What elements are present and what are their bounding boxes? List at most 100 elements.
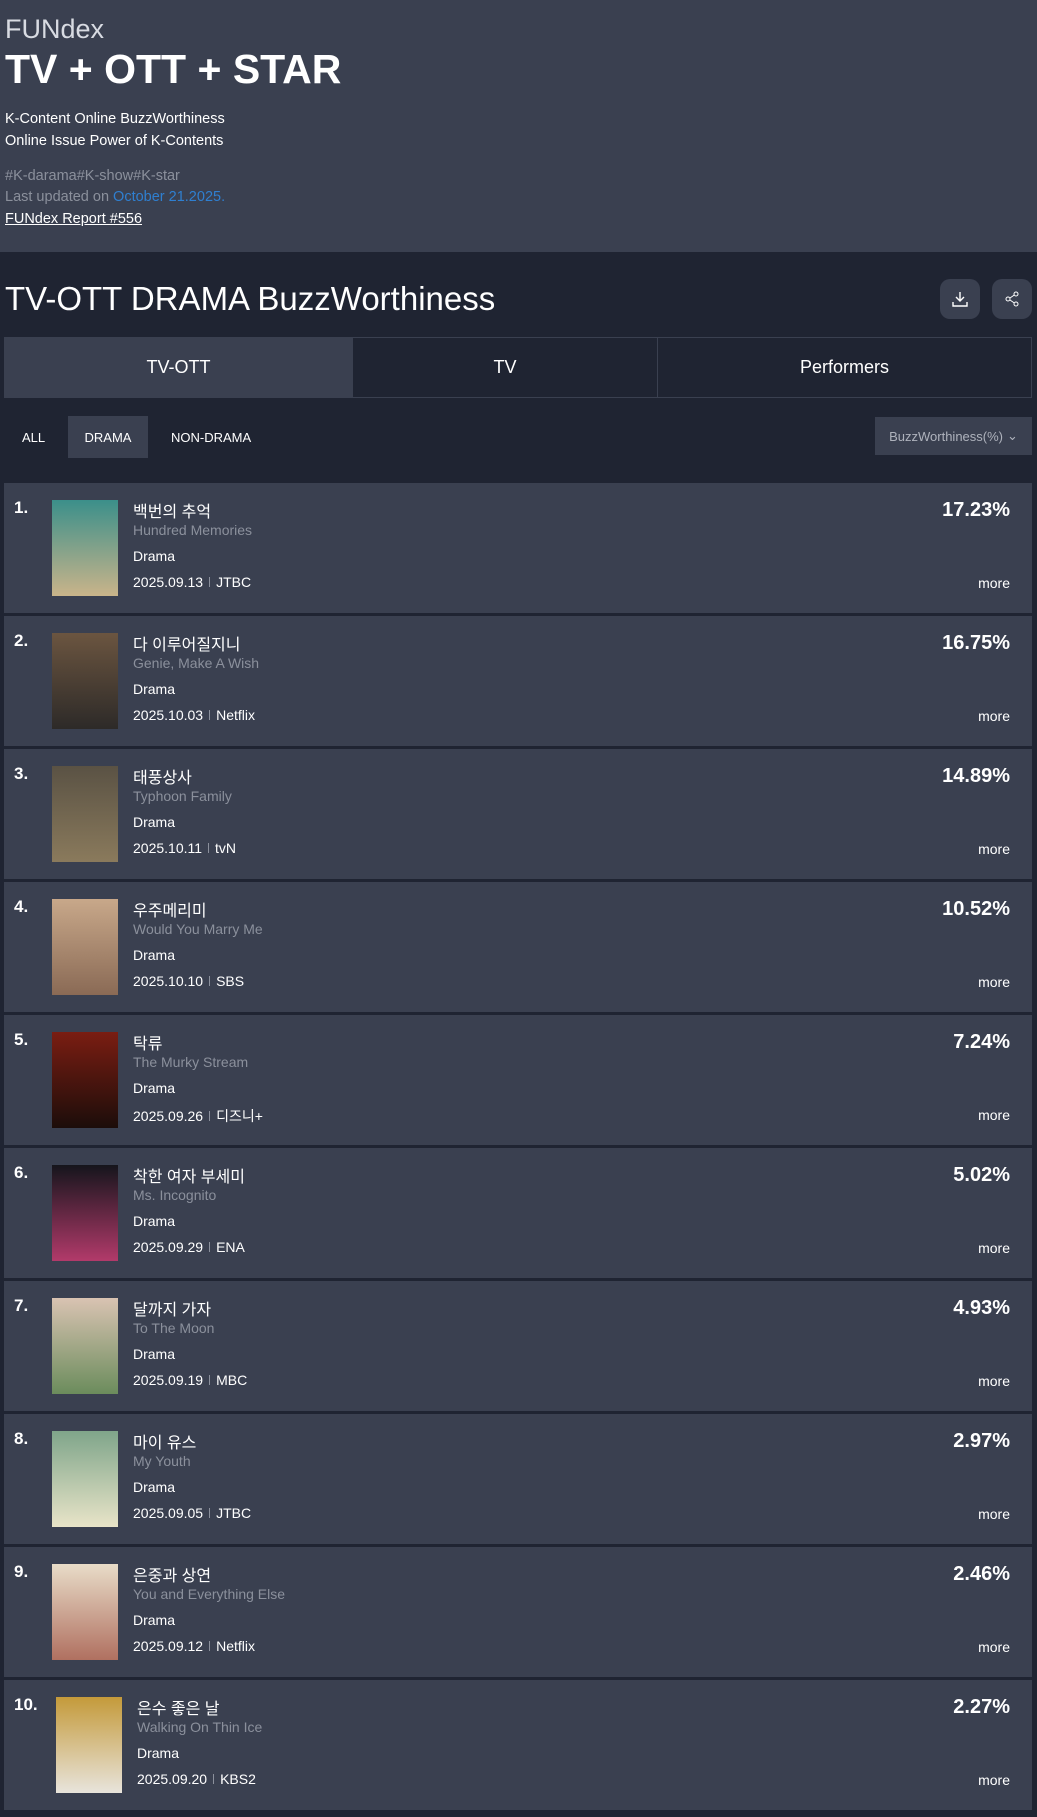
air-date: 2025.09.05 bbox=[133, 1505, 204, 1521]
rank: 4. bbox=[14, 897, 29, 916]
title[interactable]: 마이 유스 bbox=[133, 1435, 197, 1452]
channel: tvN bbox=[215, 840, 237, 856]
rank: 6. bbox=[14, 1163, 29, 1182]
ranking-row[interactable]: 4. 우주메리미 Would You Marry Me Drama 2025.1… bbox=[4, 882, 1032, 1012]
divider bbox=[208, 843, 210, 853]
divider bbox=[209, 976, 211, 986]
more-link[interactable]: more bbox=[978, 841, 1010, 857]
subtitle-secondary: Online Issue Power of K-Contents bbox=[5, 133, 224, 149]
divider bbox=[209, 1111, 211, 1121]
ranking-row[interactable]: 3. 태풍상사 Typhoon Family Drama 2025.10.11 t… bbox=[4, 749, 1032, 879]
more-link[interactable]: more bbox=[978, 974, 1010, 990]
air-info: 2025.09.26 디즈니+ bbox=[133, 1106, 263, 1126]
air-info: 2025.09.05 JTBC bbox=[133, 1505, 251, 1521]
buzz-value: 7.24% bbox=[953, 1031, 1010, 1053]
rank: 2. bbox=[14, 631, 29, 650]
ranking-row[interactable]: 9. 은중과 상연 You and Everything Else Drama … bbox=[4, 1547, 1032, 1677]
channel: JTBC bbox=[216, 574, 252, 590]
air-info: 2025.09.13 JTBC bbox=[133, 574, 251, 590]
more-link[interactable]: more bbox=[978, 1639, 1010, 1655]
buzz-value: 4.93% bbox=[953, 1297, 1010, 1319]
buzz-value: 10.52% bbox=[942, 898, 1010, 920]
divider bbox=[209, 1242, 211, 1252]
title[interactable]: 백번의 추억 bbox=[133, 504, 212, 521]
share-icon bbox=[1005, 291, 1019, 307]
rank: 10. bbox=[14, 1695, 38, 1714]
more-link[interactable]: more bbox=[978, 1772, 1010, 1788]
genre: Drama bbox=[133, 947, 176, 963]
filter-non-drama[interactable]: NON-DRAMA bbox=[171, 429, 252, 445]
ranking-row[interactable]: 5. 탁류 The Murky Stream Drama 2025.09.26 디… bbox=[4, 1015, 1032, 1145]
chevron-down-icon: ⌄ bbox=[1007, 428, 1018, 443]
more-link[interactable]: more bbox=[978, 1373, 1010, 1389]
ranking-row[interactable]: 1. 백번의 추억 Hundred Memories Drama 2025.09… bbox=[4, 483, 1032, 613]
genre: Drama bbox=[133, 1080, 176, 1096]
english-title: Walking On Thin Ice bbox=[137, 1719, 263, 1735]
ranking-row[interactable]: 10. 은수 좋은 날 Walking On Thin Ice Drama 20… bbox=[4, 1680, 1032, 1810]
sort-dropdown[interactable]: BuzzWorthiness(%) ⌄ bbox=[875, 417, 1032, 455]
more-link[interactable]: more bbox=[978, 1506, 1010, 1522]
air-date: 2025.09.12 bbox=[133, 1638, 204, 1654]
english-title: Typhoon Family bbox=[133, 788, 232, 804]
title[interactable]: 착한 여자 부세미 bbox=[133, 1169, 245, 1186]
channel: SBS bbox=[216, 973, 245, 989]
filter-all[interactable]: ALL bbox=[22, 429, 46, 445]
title[interactable]: 태풍상사 bbox=[133, 770, 192, 787]
poster-image[interactable] bbox=[52, 1431, 118, 1527]
more-link[interactable]: more bbox=[978, 575, 1010, 591]
poster-image[interactable] bbox=[52, 766, 118, 862]
air-date: 2025.09.19 bbox=[133, 1372, 204, 1388]
poster-image[interactable] bbox=[52, 899, 118, 995]
ranking-row[interactable]: 8. 마이 유스 My Youth Drama 2025.09.05 JTBC 2… bbox=[4, 1414, 1032, 1544]
ranking-row[interactable]: 2. 다 이루어질지니 Genie, Make A Wish Drama 202… bbox=[4, 616, 1032, 746]
sort-label: BuzzWorthiness(%) bbox=[889, 428, 1003, 444]
divider bbox=[209, 1641, 211, 1651]
tab-performers[interactable]: Performers bbox=[799, 357, 889, 377]
poster-image[interactable] bbox=[52, 1165, 118, 1261]
title[interactable]: 은중과 상연 bbox=[133, 1568, 212, 1585]
buzz-value: 16.75% bbox=[942, 632, 1010, 654]
rank: 8. bbox=[14, 1429, 29, 1448]
ranking-row[interactable]: 6. 착한 여자 부세미 Ms. Incognito Drama 2025.09… bbox=[4, 1148, 1032, 1278]
poster-image[interactable] bbox=[52, 1032, 118, 1128]
title[interactable]: 달까지 가자 bbox=[133, 1302, 212, 1319]
tab-tv[interactable]: TV bbox=[353, 338, 658, 397]
channel: ENA bbox=[216, 1239, 245, 1255]
air-date: 2025.09.29 bbox=[133, 1239, 204, 1255]
poster-image[interactable] bbox=[52, 633, 118, 729]
tab-tv-ott[interactable]: TV-OTT bbox=[5, 338, 353, 397]
ranking-row[interactable]: 7. 달까지 가자 To The Moon Drama 2025.09.19 MB… bbox=[4, 1281, 1032, 1411]
report-link[interactable]: FUNdex Report #556 bbox=[5, 211, 143, 227]
more-link[interactable]: more bbox=[978, 708, 1010, 724]
section-title: TV-OTT DRAMA BuzzWorthiness bbox=[5, 280, 496, 317]
genre: Drama bbox=[137, 1745, 180, 1761]
poster-image[interactable] bbox=[56, 1697, 122, 1793]
title[interactable]: 탁류 bbox=[133, 1036, 163, 1053]
filter-drama[interactable]: DRAMA bbox=[68, 416, 148, 458]
title[interactable]: 우주메리미 bbox=[133, 903, 207, 920]
more-link[interactable]: more bbox=[978, 1107, 1010, 1123]
updated-prefix: Last updated on bbox=[5, 189, 114, 205]
rank: 3. bbox=[14, 764, 29, 783]
air-date: 2025.10.11 bbox=[133, 840, 203, 856]
buzz-value: 14.89% bbox=[942, 765, 1010, 787]
air-date: 2025.09.26 bbox=[133, 1108, 204, 1124]
poster-image[interactable] bbox=[52, 1298, 118, 1394]
title[interactable]: 은수 좋은 날 bbox=[137, 1701, 220, 1718]
poster-image[interactable] bbox=[52, 1564, 118, 1660]
air-date: 2025.10.03 bbox=[133, 707, 204, 723]
air-date: 2025.09.20 bbox=[137, 1771, 208, 1787]
download-button[interactable] bbox=[940, 279, 980, 319]
title[interactable]: 다 이루어질지니 bbox=[133, 637, 241, 654]
poster-image[interactable] bbox=[52, 500, 118, 596]
divider bbox=[209, 710, 211, 720]
genre: Drama bbox=[133, 1612, 176, 1628]
more-link[interactable]: more bbox=[978, 1240, 1010, 1256]
english-title: Ms. Incognito bbox=[133, 1187, 217, 1203]
channel: MBC bbox=[216, 1372, 248, 1388]
download-icon bbox=[952, 292, 968, 307]
english-title: To The Moon bbox=[133, 1320, 215, 1336]
share-button[interactable] bbox=[992, 279, 1032, 319]
english-title: Would You Marry Me bbox=[133, 921, 263, 937]
genre: Drama bbox=[133, 681, 176, 697]
